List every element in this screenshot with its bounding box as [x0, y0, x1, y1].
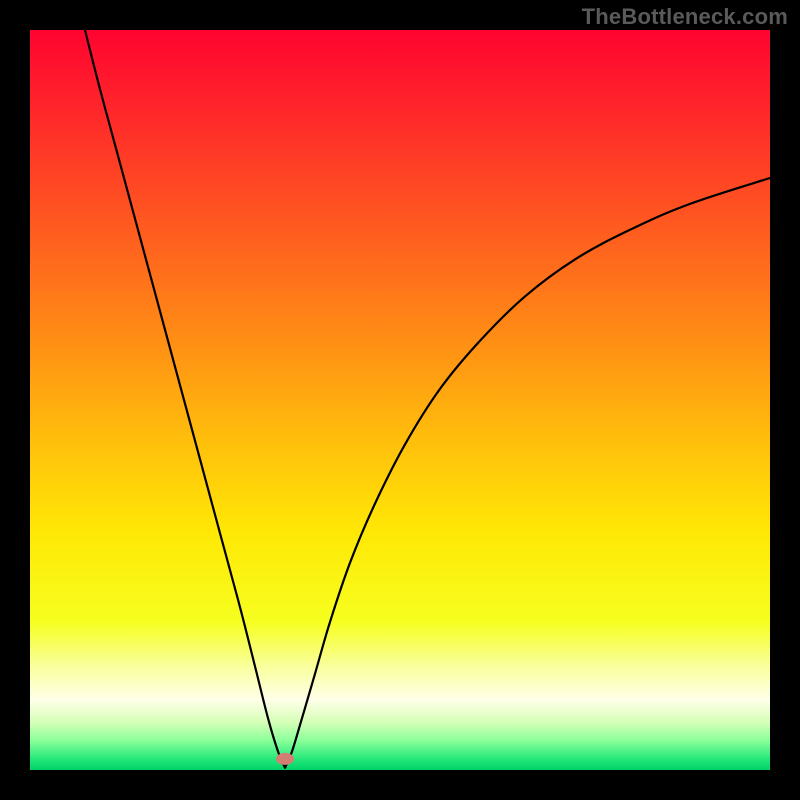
chart-container: TheBottleneck.com	[0, 0, 800, 800]
curve-minimum-marker	[276, 753, 294, 765]
watermark-text: TheBottleneck.com	[582, 4, 788, 30]
plot-background	[30, 30, 770, 770]
bottleneck-curve-chart	[0, 0, 800, 800]
